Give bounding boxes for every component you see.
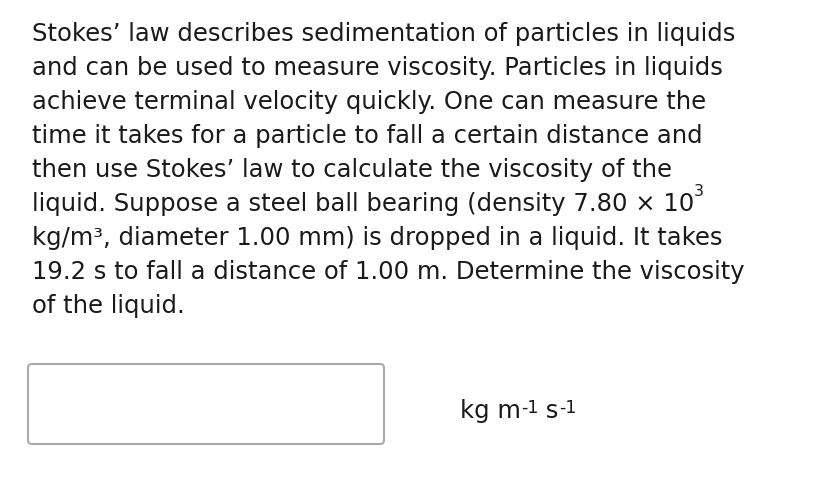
Text: and can be used to measure viscosity. Particles in liquids: and can be used to measure viscosity. Pa…: [32, 56, 722, 80]
Text: -1: -1: [558, 399, 576, 417]
Text: 3: 3: [693, 184, 704, 199]
Text: of the liquid.: of the liquid.: [32, 294, 184, 318]
Text: s: s: [538, 399, 558, 423]
Text: time it takes for a particle to fall a certain distance and: time it takes for a particle to fall a c…: [32, 124, 702, 148]
Text: kg/m³, diameter 1.00 mm) is dropped in a liquid. It takes: kg/m³, diameter 1.00 mm) is dropped in a…: [32, 226, 722, 250]
Text: liquid. Suppose a steel ball bearing (density 7.80 × 10: liquid. Suppose a steel ball bearing (de…: [32, 192, 693, 216]
Text: then use Stokes’ law to calculate the viscosity of the: then use Stokes’ law to calculate the vi…: [32, 158, 672, 182]
Text: -1: -1: [520, 399, 538, 417]
Text: Stokes’ law describes sedimentation of particles in liquids: Stokes’ law describes sedimentation of p…: [32, 22, 734, 46]
Text: achieve terminal velocity quickly. One can measure the: achieve terminal velocity quickly. One c…: [32, 90, 705, 114]
Text: 19.2 s to fall a distance of 1.00 m. Determine the viscosity: 19.2 s to fall a distance of 1.00 m. Det…: [32, 260, 743, 284]
FancyBboxPatch shape: [28, 364, 384, 444]
Text: kg m: kg m: [460, 399, 520, 423]
